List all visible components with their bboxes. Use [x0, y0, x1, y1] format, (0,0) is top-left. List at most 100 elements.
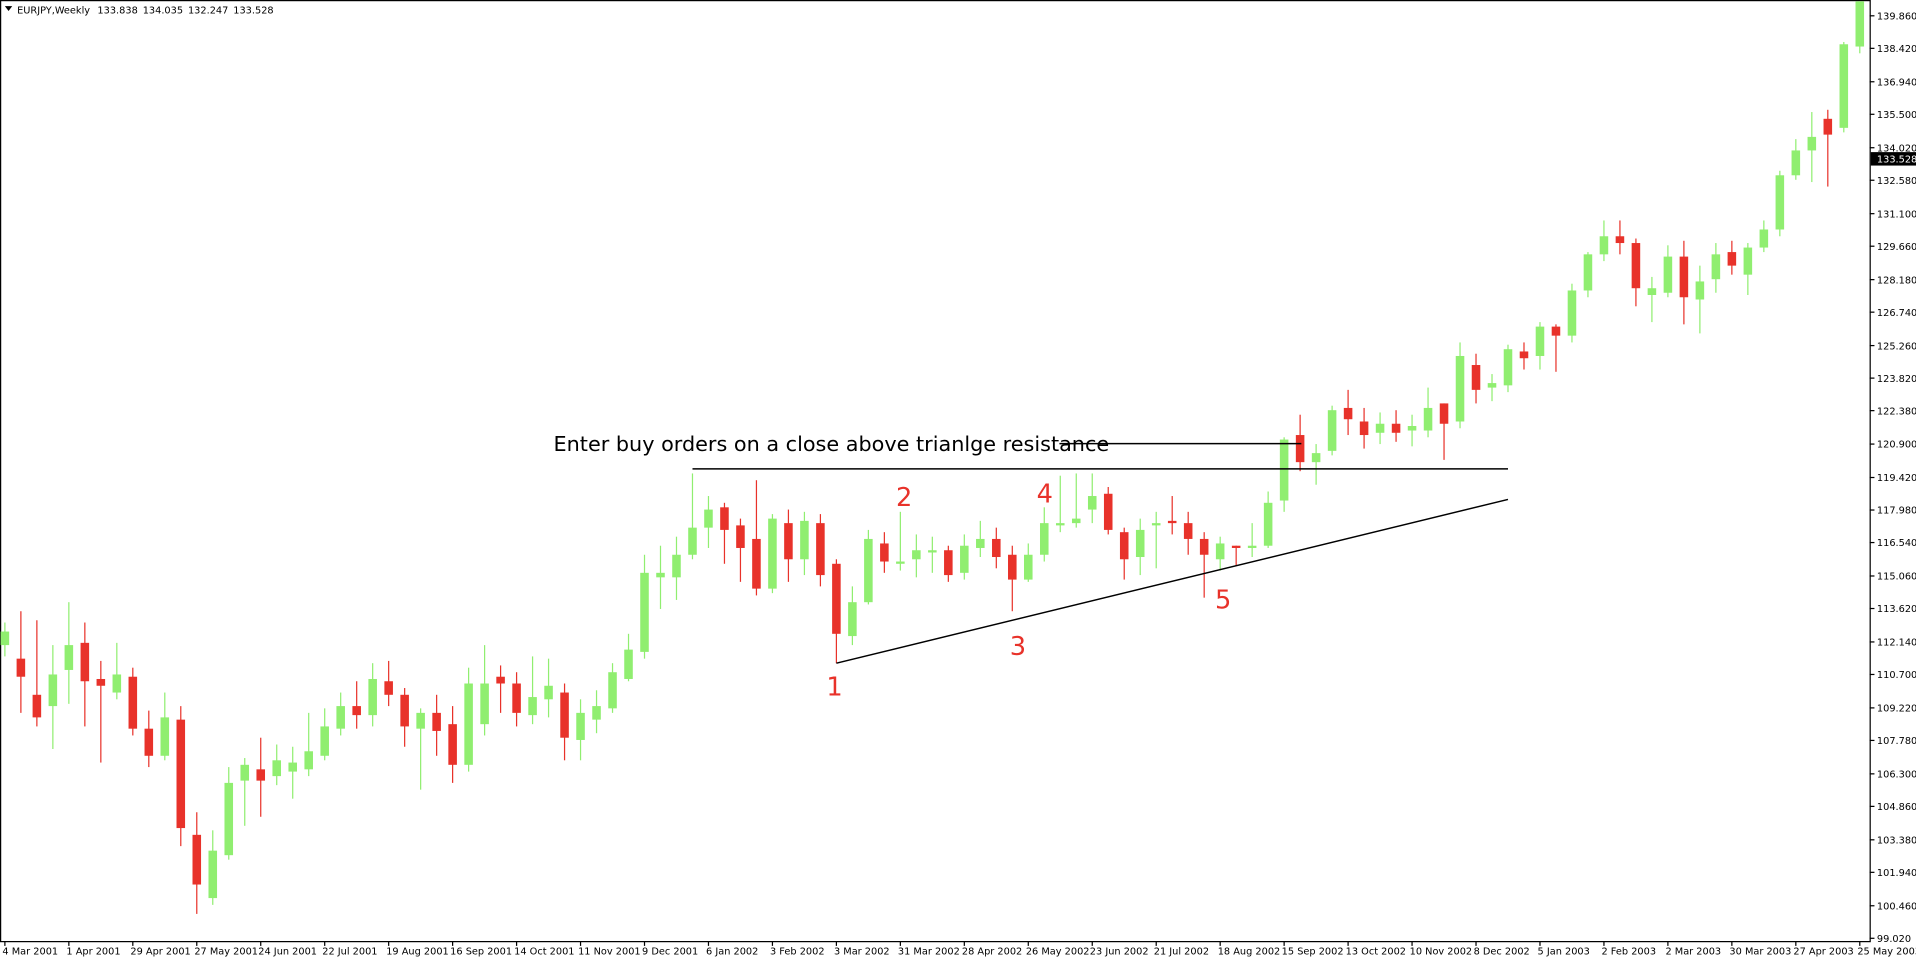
candle-body	[80, 642, 90, 682]
x-tick-label: 6 Jan 2002	[706, 946, 758, 957]
x-tick-label: 1 Apr 2001	[66, 946, 120, 957]
last-price-box	[1870, 152, 1916, 166]
x-tick-label: 2 Feb 2003	[1601, 946, 1656, 957]
candle-body	[1807, 136, 1817, 151]
x-tick-label: 25 May 2003	[1857, 946, 1916, 957]
header-value: 132.247	[188, 5, 228, 16]
y-tick-label: 128.180	[1877, 275, 1916, 286]
candle-body	[64, 645, 74, 670]
y-tick-label: 120.900	[1877, 440, 1916, 451]
candle-body	[240, 764, 250, 781]
x-tick-label: 3 Feb 2002	[770, 946, 825, 957]
candle-body	[112, 674, 122, 693]
candle-body	[1215, 543, 1225, 560]
candle-body	[352, 706, 361, 716]
candle-body	[752, 538, 761, 589]
x-tick-label: 27 Apr 2003	[1793, 946, 1853, 957]
candle-body	[288, 762, 297, 772]
y-tick-label: 139.860	[1877, 11, 1916, 22]
candle-body	[624, 649, 633, 679]
candle-body	[1119, 532, 1129, 560]
y-tick-label: 113.620	[1877, 604, 1916, 615]
candle-body	[1743, 247, 1753, 275]
x-tick-label: 11 Nov 2001	[578, 946, 641, 957]
y-tick-label: 109.220	[1877, 704, 1916, 715]
candle-body	[400, 694, 409, 727]
candle-body	[1135, 529, 1145, 558]
x-tick-label: 19 Aug 2001	[386, 946, 449, 957]
last-price-label: 133.528	[1877, 155, 1916, 166]
trendline	[836, 498, 1509, 664]
candle-body	[976, 538, 985, 548]
x-tick-label: 22 Jul 2001	[322, 946, 377, 957]
candle-body	[1711, 254, 1721, 280]
y-tick-label: 135.500	[1877, 110, 1916, 121]
y-tick-label: 132.580	[1877, 176, 1916, 187]
y-tick-label: 110.700	[1877, 670, 1916, 681]
candle-body	[1375, 423, 1385, 433]
candle-body	[880, 543, 889, 562]
candle-body	[1503, 349, 1513, 386]
candle-body	[720, 507, 729, 530]
candle-body	[1551, 326, 1561, 336]
candle-body	[464, 683, 473, 765]
y-tick-label: 104.860	[1877, 802, 1916, 813]
candle-body	[1663, 256, 1673, 293]
candle-body	[1679, 256, 1689, 298]
candle-body	[576, 712, 585, 740]
candle-body	[1343, 407, 1353, 420]
y-tick-label: 119.420	[1877, 473, 1916, 484]
candle-body	[1839, 44, 1849, 128]
candle-body	[1183, 523, 1193, 539]
x-tick-label: 9 Dec 2001	[642, 946, 698, 957]
y-tick-label: 99.020	[1877, 934, 1911, 945]
candle-body	[928, 550, 937, 553]
candle-body	[208, 850, 218, 899]
x-tick-label: 27 May 2001	[194, 946, 258, 957]
header-value: 133.528	[233, 5, 273, 16]
plot-frame	[0, 0, 1871, 943]
x-tick-label: 15 Sep 2002	[1282, 946, 1344, 957]
candle-body	[1231, 545, 1241, 548]
y-tick-label: 115.060	[1877, 572, 1916, 583]
candle-body	[384, 681, 393, 695]
candle-body	[1439, 403, 1449, 424]
candle-body	[1391, 423, 1401, 433]
candle-body	[1775, 175, 1785, 230]
candle-body	[912, 550, 921, 560]
candle-body	[176, 719, 186, 829]
candle-body	[1487, 383, 1497, 388]
candle-body	[1087, 496, 1097, 510]
candle-body	[848, 602, 857, 637]
candle-body	[512, 683, 521, 713]
candle-body	[1567, 290, 1577, 336]
x-tick-label: 5 Jan 2003	[1538, 946, 1590, 957]
y-tick-label: 100.460	[1877, 901, 1916, 912]
candle-body	[1519, 351, 1529, 359]
x-tick-label: 29 Apr 2001	[130, 946, 190, 957]
y-tick-label: 125.260	[1877, 341, 1916, 352]
candle-body	[1407, 426, 1417, 431]
y-tick-label: 126.740	[1877, 308, 1916, 319]
candle-body	[592, 706, 601, 720]
candle-body	[1855, 1, 1865, 47]
candle-body	[896, 561, 905, 564]
x-tick-label: 28 Apr 2002	[962, 946, 1022, 957]
y-tick-label: 136.940	[1877, 77, 1916, 88]
candle-body	[96, 678, 106, 686]
candle-body	[144, 728, 154, 756]
candle-body	[1279, 439, 1289, 501]
candle-body	[432, 712, 441, 731]
x-tick-label: 10 Nov 2002	[1410, 946, 1473, 957]
symbol-menu-icon[interactable]	[4, 6, 13, 11]
candle-body	[528, 697, 537, 716]
x-tick-label: 18 Aug 2002	[1218, 946, 1281, 957]
x-tick-label: 31 Mar 2002	[898, 946, 960, 957]
x-tick-label: 24 Jun 2001	[258, 946, 317, 957]
x-tick-label: 21 Jul 2002	[1154, 946, 1209, 957]
annotation: Enter buy orders on a close above trianl…	[554, 432, 1110, 456]
candle-body	[1615, 236, 1625, 244]
x-tick-label: 30 Mar 2003	[1729, 946, 1791, 957]
candle-body	[160, 717, 170, 756]
